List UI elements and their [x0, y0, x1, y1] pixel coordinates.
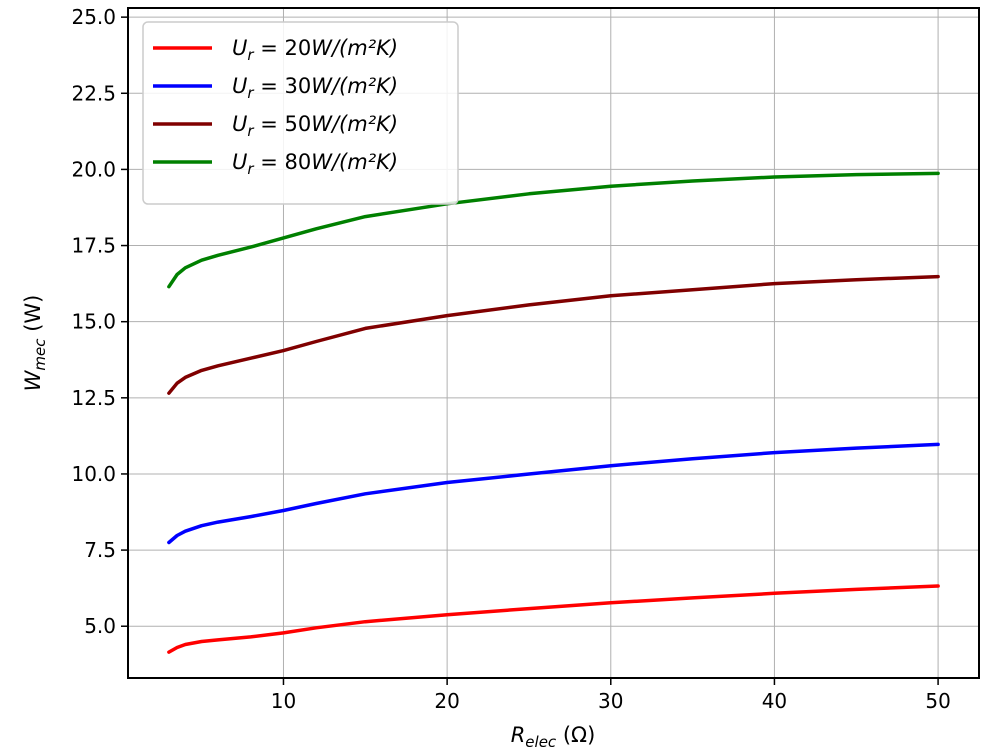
grid-lines	[128, 8, 979, 678]
series-line-2	[167, 442, 940, 545]
legend-label-2: Ur = 30W/(m²K)	[232, 74, 398, 102]
x-axis-label-main: R	[511, 723, 526, 747]
x-tick-label: 50	[925, 689, 950, 713]
y-tick-label: 17.5	[71, 234, 116, 258]
series-line-4	[167, 171, 940, 289]
legend-label-3: Ur = 50W/(m²K)	[232, 112, 398, 140]
x-tick-label: 20	[434, 689, 459, 713]
y-axis-label: Wmec (W)	[21, 295, 49, 392]
y-tick-label: 7.5	[84, 538, 116, 562]
y-axis-label-main: W	[21, 369, 45, 391]
x-tick-label: 40	[762, 689, 787, 713]
series-line-1	[167, 584, 940, 654]
x-tick-label: 10	[271, 689, 296, 713]
x-axis-label-unit: (Ω)	[556, 723, 595, 747]
y-tick-label: 22.5	[71, 81, 116, 105]
y-tick-label: 5.0	[84, 614, 116, 638]
y-tick-label: 20.0	[71, 157, 116, 181]
x-axis-label: Relec (Ω)	[511, 723, 596, 751]
y-axis-label-sub: mec	[31, 338, 49, 371]
y-tick-label: 15.0	[71, 310, 116, 334]
y-tick-label: 25.0	[71, 5, 116, 29]
x-axis-label-sub: elec	[525, 733, 557, 751]
axis-ticks: 10 20 30 40 50 5.0 7.5 10.0 12.5 15.0 17.5 20.0 22.5…	[71, 5, 950, 713]
legend-label-1: Ur = 20W/(m²K)	[232, 36, 398, 64]
legend: Ur = 20W/(m²K) Ur = 30W/(m²K) Ur = 50W/(m²…	[142, 21, 459, 205]
legend-box	[142, 21, 459, 205]
y-tick-label: 10.0	[71, 462, 116, 486]
plot-frame	[127, 7, 980, 679]
series-line-3	[167, 274, 940, 395]
y-tick-label: 12.5	[71, 386, 116, 410]
x-tick-label: 30	[598, 689, 623, 713]
series-lines	[167, 171, 940, 654]
y-axis-label-unit: (W)	[21, 295, 45, 339]
legend-label-4: Ur = 80W/(m²K)	[232, 150, 398, 178]
